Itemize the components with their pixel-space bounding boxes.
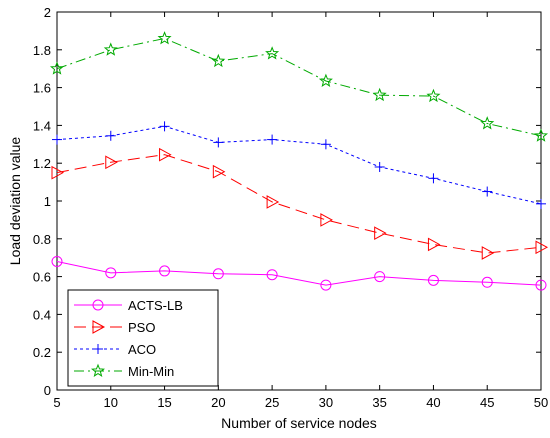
y-tick-label: 0 [44, 383, 51, 398]
data-point [374, 226, 387, 240]
legend-marker [93, 344, 103, 354]
y-tick-label: 2 [44, 5, 51, 20]
data-point [105, 130, 116, 141]
y-tick-label: 1.8 [33, 43, 51, 58]
y-tick-label: 0.8 [33, 232, 51, 247]
x-tick-label: 35 [372, 395, 386, 410]
data-point [533, 128, 549, 142]
data-point [427, 274, 439, 286]
data-point [318, 73, 333, 87]
legend-marker [92, 320, 106, 334]
data-point [265, 46, 280, 60]
y-tick-label: 0.6 [33, 270, 51, 285]
legend-label: Min-Min [128, 364, 174, 379]
x-tick-label: 45 [480, 395, 494, 410]
legend-label: ACO [128, 342, 156, 357]
legend-item: Min-Min [74, 363, 174, 379]
data-point [372, 87, 387, 102]
data-point [52, 134, 62, 145]
data-point [320, 139, 331, 150]
y-tick-label: 0.2 [33, 345, 51, 360]
data-point [159, 121, 170, 132]
data-point [105, 155, 118, 170]
data-point [51, 165, 65, 180]
data-point [480, 116, 495, 130]
y-tick-label: 1 [44, 194, 51, 209]
legend-marker [90, 363, 106, 377]
data-point [266, 195, 280, 209]
legend-item: ACTS-LB [74, 298, 183, 313]
legend-label: PSO [128, 320, 155, 335]
y-axis-label: Load deviation value [7, 137, 23, 266]
x-tick-label: 15 [157, 395, 171, 410]
data-point [49, 61, 65, 75]
y-tick-label: 1.2 [33, 156, 51, 171]
y-tick-label: 0.4 [33, 307, 51, 322]
x-tick-label: 20 [211, 395, 225, 410]
data-point [157, 31, 172, 45]
data-point [159, 265, 171, 277]
data-point [481, 246, 495, 260]
data-point [481, 276, 493, 288]
data-point [536, 198, 546, 209]
series-acts-lb [51, 255, 547, 291]
series-line [56, 154, 542, 254]
data-point [211, 53, 226, 68]
x-tick-label: 5 [53, 395, 60, 410]
data-point [427, 237, 441, 252]
data-point [213, 137, 224, 148]
x-tick-label: 25 [265, 395, 279, 410]
series-aco [52, 121, 546, 209]
legend: ACTS-LB PSO ACO Min-Min [67, 289, 219, 387]
data-point [267, 134, 278, 145]
axis-ticks: 5 10 15 20 25 30 35 40 45 50 0 0.2 0.4 0.6 0.8 1 1.2 1.4 1… [33, 5, 548, 410]
data-point [428, 173, 439, 184]
series-layer [49, 31, 549, 291]
y-tick-label: 1.6 [33, 81, 51, 96]
y-tick-label: 1.4 [33, 118, 51, 133]
series-pso [51, 147, 549, 260]
data-point [266, 269, 278, 281]
series-min-min [49, 31, 549, 142]
data-point [535, 279, 547, 291]
legend-label: ACTS-LB [128, 298, 183, 313]
x-tick-label: 50 [534, 395, 548, 410]
legend-item: ACO [74, 342, 156, 357]
data-point [426, 88, 441, 103]
data-point [320, 279, 332, 291]
legend-item: PSO [74, 320, 155, 335]
data-point [51, 255, 63, 267]
data-point [212, 164, 226, 179]
x-tick-label: 40 [426, 395, 440, 410]
data-point [212, 268, 224, 280]
data-point [320, 213, 333, 227]
data-point [535, 240, 549, 255]
series-line [56, 37, 542, 137]
data-point [374, 161, 385, 172]
data-point [105, 267, 117, 279]
data-point [103, 42, 118, 56]
data-point [159, 147, 172, 162]
legend-marker [92, 299, 104, 311]
data-point [482, 186, 493, 197]
series-line [56, 260, 542, 286]
data-point [374, 271, 386, 283]
x-axis-label: Number of service nodes [221, 415, 377, 431]
x-tick-label: 10 [104, 395, 118, 410]
x-tick-label: 30 [319, 395, 333, 410]
